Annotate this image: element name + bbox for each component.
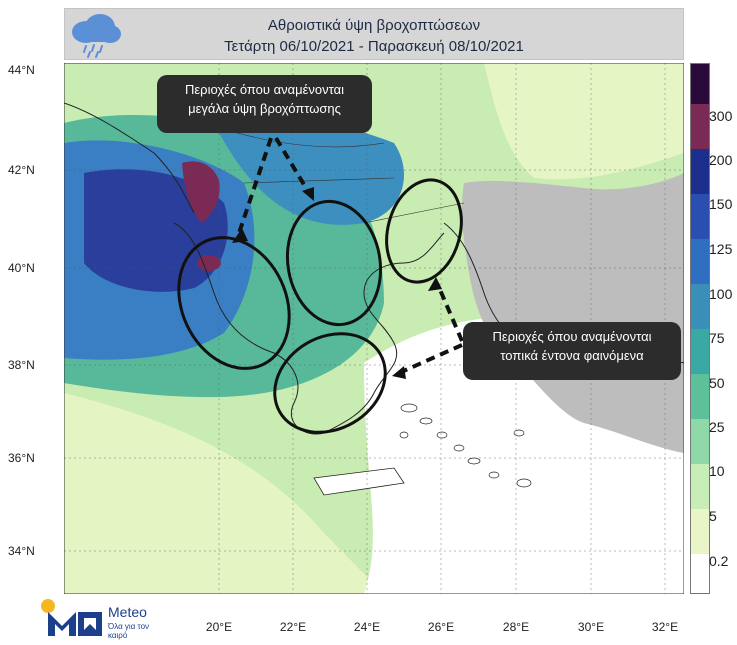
lon-label-22: 22°E bbox=[279, 620, 307, 634]
legend-label-75: 75 bbox=[709, 330, 725, 346]
legend-swatch-above-300 bbox=[691, 64, 709, 104]
callout-local-storms: Περιοχές όπου αναμένονται τοπικά έντονα … bbox=[463, 322, 681, 380]
ellipse-thrace bbox=[385, 178, 463, 284]
extreme-rain-zone bbox=[182, 161, 220, 223]
legend-label-150: 150 bbox=[709, 196, 733, 212]
lat-label-44: 44°N bbox=[8, 63, 35, 77]
ellipse-central-macedonia bbox=[285, 199, 383, 327]
lon-label-26: 26°E bbox=[427, 620, 455, 634]
legend-label-50: 50 bbox=[709, 375, 725, 391]
lat-label-38: 38°N bbox=[8, 358, 35, 372]
coastline-greece bbox=[173, 222, 445, 435]
lon-label-32: 32°E bbox=[651, 620, 679, 634]
lat-label-42: 42°N bbox=[8, 163, 35, 177]
arrow-heads bbox=[232, 187, 442, 379]
ellipse-attica-peloponnese bbox=[273, 332, 387, 434]
brand-name: Meteo bbox=[108, 604, 147, 620]
callout-arrows bbox=[237, 136, 464, 375]
dry-land-turkey bbox=[461, 173, 684, 453]
legend-colorbar bbox=[690, 63, 710, 594]
legend-swatch-50 bbox=[691, 374, 709, 419]
legend-label-200: 200 bbox=[709, 152, 733, 168]
highlight-ellipses bbox=[177, 178, 463, 434]
callout-local-storms-line1: Περιοχές όπου αναμένονται bbox=[492, 329, 652, 344]
dry-land-crete bbox=[313, 467, 405, 496]
lat-label-36: 36°N bbox=[8, 451, 35, 465]
legend-label-300: 300 bbox=[709, 108, 733, 124]
extreme-rain-cell bbox=[197, 255, 221, 271]
light-rain-zone bbox=[64, 393, 384, 594]
legend-label-0-2: 0.2 bbox=[709, 553, 729, 569]
legend-swatch-125 bbox=[691, 239, 709, 284]
callout-heavy-rain-line2: μεγάλα ύψη βροχόπτωσης bbox=[188, 101, 341, 116]
legend-label-25: 25 bbox=[709, 419, 725, 435]
light-rain-zone-east bbox=[484, 63, 684, 180]
map-header: Αθροιστικά ύψη βροχοπτώσεων Τετάρτη 06/1… bbox=[64, 8, 684, 60]
lon-label-24: 24°E bbox=[353, 620, 381, 634]
lat-label-34: 34°N bbox=[8, 544, 35, 558]
legend-swatch-100 bbox=[691, 284, 709, 329]
aegean-islands bbox=[399, 403, 532, 488]
legend-swatch-25 bbox=[691, 419, 709, 464]
legend-label-10: 10 bbox=[709, 463, 725, 479]
map-date-range: Τετάρτη 06/10/2021 - Παρασκευή 08/10/202… bbox=[224, 38, 524, 55]
legend-swatch-5 bbox=[691, 509, 709, 554]
legend-swatch-300 bbox=[691, 104, 709, 149]
rainfall-map bbox=[64, 63, 684, 594]
legend-label-5: 5 bbox=[709, 508, 717, 524]
map-title: Αθροιστικά ύψη βροχοπτώσεων bbox=[267, 17, 481, 34]
lon-label-28: 28°E bbox=[502, 620, 530, 634]
lon-label-20: 20°E bbox=[205, 620, 233, 634]
legend-swatch-0-2 bbox=[691, 554, 709, 593]
brand-tagline: Όλα για τον καιρό bbox=[108, 622, 150, 640]
heavy-rain-zone-2 bbox=[214, 119, 404, 225]
lat-label-40: 40°N bbox=[8, 261, 35, 275]
callout-heavy-rain: Περιοχές όπου αναμένονται μεγάλα ύψη βρο… bbox=[157, 75, 372, 133]
ellipse-western-greece bbox=[177, 236, 291, 370]
lon-label-30: 30°E bbox=[577, 620, 605, 634]
legend-label-100: 100 bbox=[709, 286, 733, 302]
callout-heavy-rain-line1: Περιοχές όπου αναμένονται bbox=[184, 82, 345, 97]
legend-swatch-200 bbox=[691, 149, 709, 194]
legend-label-125: 125 bbox=[709, 241, 733, 257]
legend-swatch-150 bbox=[691, 194, 709, 239]
callout-local-storms-line2: τοπικά έντονα φαινόμενα bbox=[500, 348, 644, 363]
legend-swatch-10 bbox=[691, 464, 709, 509]
meteo-sun-logo bbox=[41, 599, 102, 636]
legend-swatch-75 bbox=[691, 329, 709, 374]
coastline-adriatic bbox=[64, 102, 195, 214]
rain-cloud-icon bbox=[72, 14, 121, 58]
